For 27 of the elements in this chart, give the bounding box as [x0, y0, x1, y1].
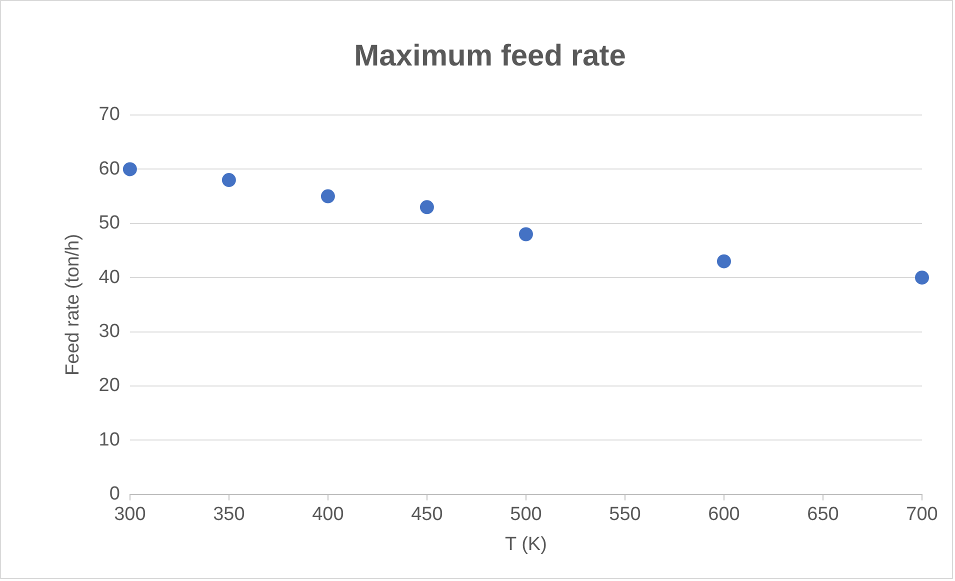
- x-tick-label: 550: [609, 504, 641, 526]
- point: [222, 173, 236, 188]
- x-tick-label: 450: [411, 504, 443, 526]
- y-tick-label: 30: [98, 321, 120, 342]
- x-tick-label: 300: [114, 504, 146, 526]
- x-axis-title: T (K): [505, 534, 547, 555]
- y-tick-label: 10: [98, 429, 120, 450]
- y-tick-label: 50: [98, 212, 120, 234]
- y-axis-title: Feed rate (ton/h): [62, 234, 84, 376]
- x-tick-label: 350: [213, 504, 245, 526]
- point: [320, 189, 335, 204]
- x-tick-label: 700: [906, 504, 938, 526]
- y-tick-label: 70: [98, 104, 120, 126]
- chart-title: Maximum feed rate: [354, 39, 626, 72]
- point: [122, 162, 137, 176]
- x-tick-label: 650: [807, 504, 839, 526]
- x-tick-label: 500: [510, 504, 542, 526]
- point: [716, 254, 731, 268]
- y-tick-label: 0: [109, 484, 120, 505]
- point: [518, 227, 533, 242]
- y-tick-label: 40: [98, 266, 120, 288]
- y-tick-label: 20: [98, 375, 120, 396]
- y-tick-label: 60: [98, 158, 120, 180]
- x-tick-label: 400: [312, 504, 344, 526]
- x-tick-label: 600: [708, 504, 740, 526]
- point: [915, 270, 929, 285]
- point: [420, 200, 434, 214]
